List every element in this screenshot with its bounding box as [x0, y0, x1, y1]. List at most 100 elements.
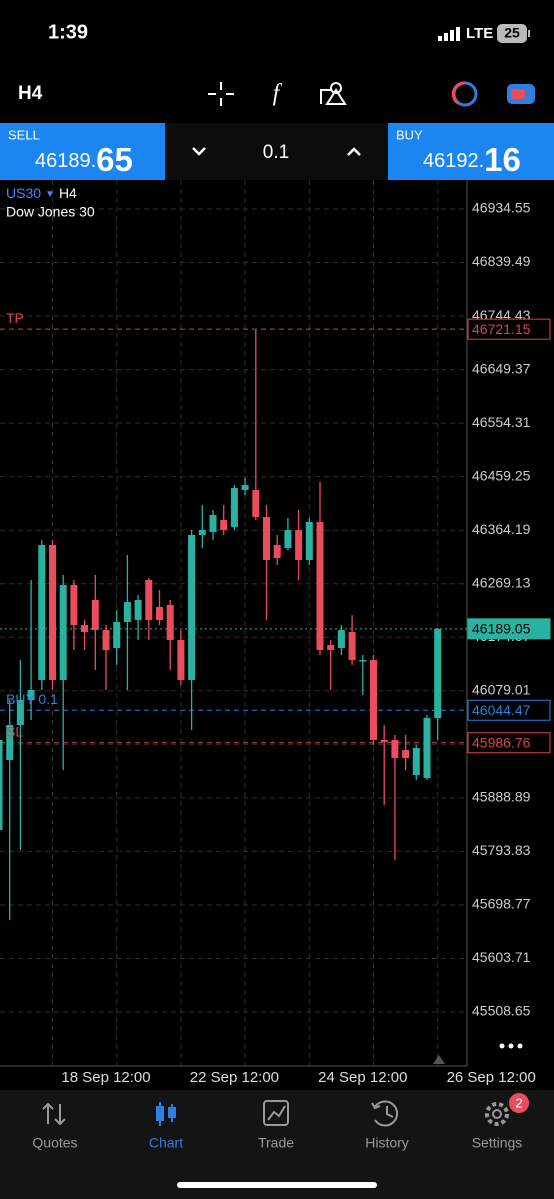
price-tag [467, 699, 551, 721]
price-tag-label: 46721.15 [472, 321, 531, 337]
candle-body [177, 640, 185, 680]
battery-level: 25 [504, 25, 520, 41]
candle-body [348, 632, 356, 661]
candle-body [295, 530, 303, 560]
candles [0, 330, 442, 920]
y-tick-label: 46649.37 [472, 360, 531, 376]
sell-price-main: 46189. [35, 150, 96, 172]
tab-bar [0, 1090, 554, 1199]
y-tick-label: 46079.01 [472, 682, 531, 698]
candle-body [16, 699, 24, 725]
candle-body [59, 584, 67, 680]
candle-body [230, 488, 238, 527]
tab-chart[interactable]: Chart [149, 1135, 183, 1151]
sell-label: SELL [8, 127, 40, 142]
signal-icon [438, 27, 460, 41]
sell-button[interactable] [0, 123, 165, 180]
y-tick-label: 45508.65 [472, 1003, 531, 1019]
candle-body [166, 604, 174, 641]
trade-icon [263, 1100, 289, 1126]
chart-timeframe: H4 [59, 185, 77, 201]
y-tick-label: 46364.19 [472, 521, 531, 537]
x-tick-label: 22 Sep 12:00 [190, 1069, 279, 1086]
candle-body [102, 629, 110, 650]
candle-body [49, 544, 56, 680]
buy-price-big: 16 [484, 141, 521, 178]
x-tick-label: 18 Sep 12:00 [61, 1069, 150, 1086]
y-tick-label: 45793.83 [472, 842, 531, 858]
candle-body [123, 601, 131, 622]
volume-up-button[interactable] [347, 147, 361, 156]
chart-description: Dow Jones 30 [6, 204, 95, 220]
volume-down-button[interactable] [192, 147, 206, 156]
price-line-label: BUY 0.1 [6, 691, 58, 707]
indicators-button[interactable]: f [273, 81, 283, 107]
crosshair-button[interactable] [208, 82, 234, 106]
scroll-marker [433, 1055, 445, 1064]
buy-label: BUY [396, 127, 423, 142]
y-tick-label: 45698.77 [472, 896, 531, 912]
buy-price-main: 46192. [423, 150, 484, 172]
trade-toggle-button[interactable] [507, 84, 535, 104]
candle-body [27, 689, 35, 700]
candle-body [402, 749, 410, 758]
candle-body [391, 739, 399, 758]
symbol: US30 [6, 185, 41, 201]
tab-trade[interactable]: Trade [258, 1135, 294, 1151]
grid [0, 180, 467, 1066]
candle-body [209, 514, 217, 532]
y-tick-label: 46554.31 [472, 414, 531, 430]
candle-body [6, 724, 14, 760]
candle-body [337, 629, 345, 649]
tab-quotes[interactable]: Quotes [32, 1135, 77, 1151]
status-time: 1:39 [48, 21, 88, 43]
y-tick-label: 46934.55 [472, 200, 531, 216]
quotes-icon [42, 1102, 66, 1126]
objects-button[interactable] [320, 82, 347, 105]
y-tick-label: 46839.49 [472, 253, 531, 269]
axis: 46934.5546839.4946744.4346649.3746554.31… [61, 200, 535, 1086]
price-tag-label: 45986.76 [472, 734, 531, 750]
candle-body [316, 521, 324, 650]
price-tag-label: 46189.05 [472, 621, 531, 637]
y-tick-label: 46459.25 [472, 467, 531, 483]
sell-price-big: 65 [96, 141, 133, 178]
candle-body [156, 607, 163, 620]
candle-body [273, 544, 281, 559]
candle-body [305, 521, 313, 560]
timeframe-button[interactable]: H4 [18, 83, 43, 104]
candle-body [220, 519, 228, 531]
more-button[interactable] [499, 1043, 523, 1049]
x-tick-label: 24 Sep 12:00 [318, 1069, 407, 1086]
y-tick-label: 45603.71 [472, 949, 531, 965]
candle-body [81, 625, 89, 633]
price-tag [467, 618, 551, 640]
symbol-dropdown: ▼ [45, 189, 55, 200]
y-tick-label: 46269.13 [472, 574, 531, 590]
candle-body [38, 544, 46, 680]
candle-body [0, 739, 3, 830]
candle-body [134, 599, 142, 620]
tab-history[interactable]: History [365, 1135, 409, 1151]
tab-settings[interactable]: Settings [472, 1135, 523, 1151]
candle-body [434, 628, 442, 719]
candle-body [91, 599, 99, 630]
candle-body [113, 621, 121, 649]
price-line-label: TP [6, 310, 24, 326]
battery-tip [528, 30, 530, 37]
candle-body [188, 534, 196, 680]
buy-button[interactable] [388, 123, 554, 180]
volume-value[interactable]: 0.1 [263, 142, 289, 163]
home-indicator [177, 1182, 377, 1188]
candle-body [370, 660, 377, 740]
status-network: LTE [466, 25, 493, 42]
chart-symbol: US30 ▼ H4 [6, 185, 77, 201]
price-tag [467, 318, 551, 340]
candle-body [359, 660, 367, 662]
y-tick-label: 45888.89 [472, 789, 531, 805]
account-button[interactable] [451, 81, 478, 107]
price-lines [0, 328, 467, 744]
